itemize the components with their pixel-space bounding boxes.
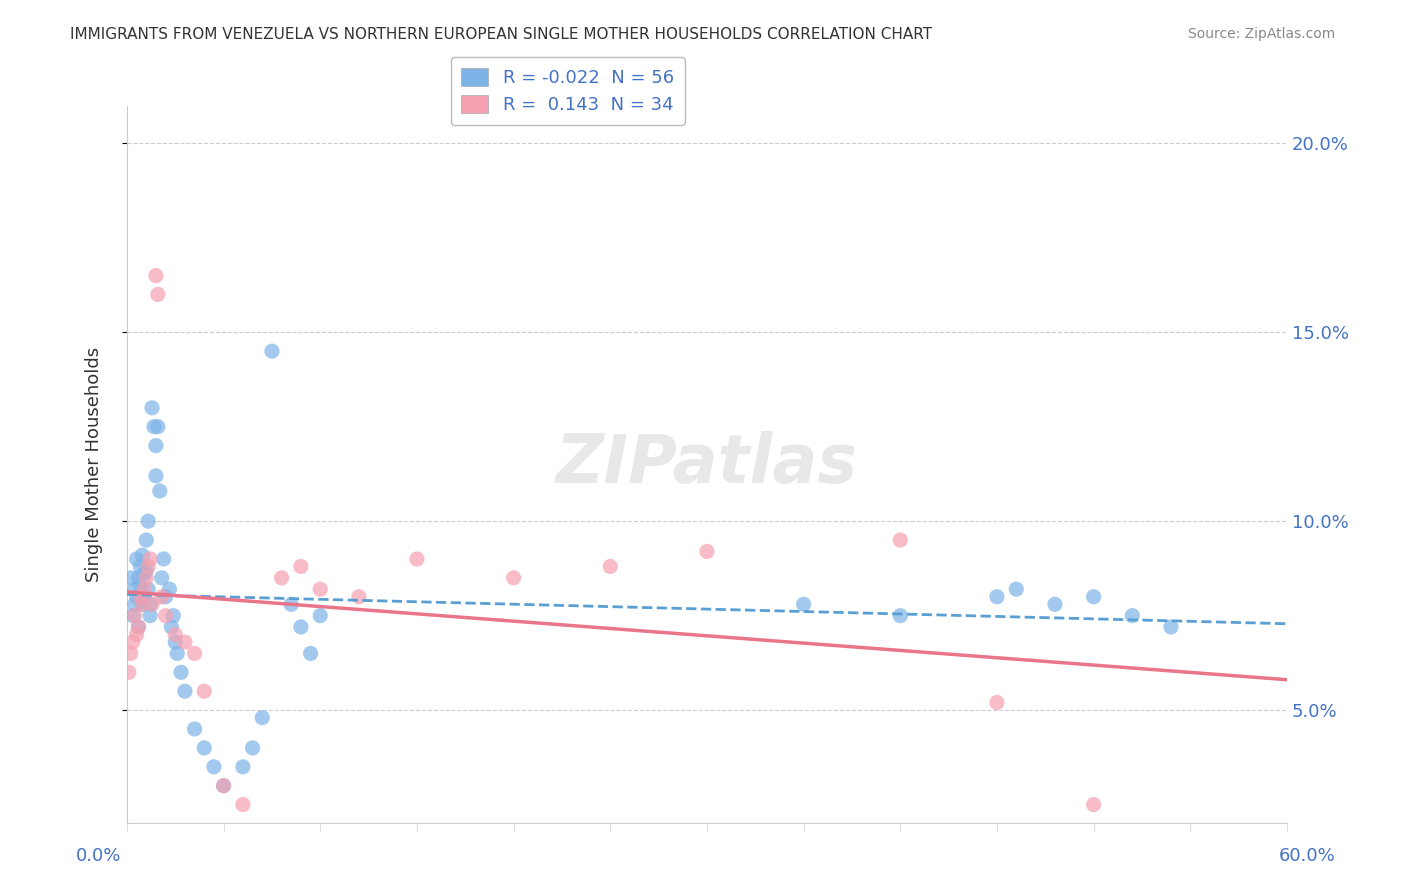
Point [212,779,235,793]
Point [599,559,621,574]
Point [149,483,172,498]
Point [165,627,187,641]
Point [290,559,312,574]
Point [139,608,162,623]
Point [131,597,153,611]
Point [193,684,215,698]
Y-axis label: Single Mother Households: Single Mother Households [86,347,103,582]
Point [124,608,146,623]
Point [252,711,274,725]
Point [299,647,322,661]
Point [135,563,157,577]
Point [166,647,188,661]
Point [347,590,370,604]
Point [139,552,162,566]
Point [150,571,173,585]
Point [270,571,292,585]
Point [986,696,1008,710]
Text: IMMIGRANTS FROM VENEZUELA VS NORTHERN EUROPEAN SINGLE MOTHER HOUSEHOLDS CORRELAT: IMMIGRANTS FROM VENEZUELA VS NORTHERN EU… [70,27,932,42]
Text: ZIPatlas: ZIPatlas [555,432,858,498]
Point [202,760,225,774]
Point [124,582,146,597]
Point [121,635,143,649]
Point [193,740,215,755]
Point [162,608,184,623]
Point [143,419,166,434]
Point [889,533,911,547]
Point [280,597,302,611]
Point [134,582,156,597]
Point [125,552,148,566]
Point [290,620,312,634]
Point [135,571,157,585]
Point [120,571,142,585]
Text: Source: ZipAtlas.com: Source: ZipAtlas.com [1188,27,1336,41]
Point [309,608,332,623]
Text: 60.0%: 60.0% [1279,847,1336,865]
Point [986,590,1008,604]
Point [170,665,193,680]
Point [145,468,167,483]
Point [128,620,150,634]
Point [125,590,148,604]
Point [406,552,429,566]
Point [309,582,332,597]
Point [136,582,159,597]
Point [128,620,150,634]
Point [136,559,159,574]
Point [159,582,181,597]
Point [128,571,150,585]
Point [165,635,187,649]
Point [135,533,157,547]
Point [793,597,815,611]
Point [129,559,152,574]
Point [129,578,152,592]
Point [232,760,254,774]
Point [183,647,205,661]
Point [183,722,205,736]
Text: 0.0%: 0.0% [76,847,121,865]
Point [155,590,177,604]
Point [889,608,911,623]
Point [160,620,183,634]
Point [1043,597,1066,611]
Point [120,647,142,661]
Point [124,597,146,611]
Point [696,544,718,558]
Point [174,635,197,649]
Point [212,779,235,793]
Point [125,627,148,641]
Point [131,597,153,611]
Point [242,740,264,755]
Point [141,597,163,611]
Point [134,590,156,604]
Point [1160,620,1182,634]
Point [118,665,141,680]
Point [152,552,174,566]
Point [136,514,159,528]
Point [121,608,143,623]
Point [141,401,163,415]
Legend: R = -0.022  N = 56, R =  0.143  N = 34: R = -0.022 N = 56, R = 0.143 N = 34 [450,57,685,125]
Point [260,344,283,359]
Point [150,590,173,604]
Point [155,608,177,623]
Point [145,439,167,453]
Point [134,567,156,582]
Point [146,419,169,434]
Point [1083,797,1105,812]
Point [131,548,153,562]
Point [1083,590,1105,604]
Point [146,287,169,301]
Point [1121,608,1143,623]
Point [232,797,254,812]
Point [502,571,524,585]
Point [1005,582,1028,597]
Point [145,268,167,283]
Point [139,597,162,611]
Point [129,590,152,604]
Point [174,684,197,698]
